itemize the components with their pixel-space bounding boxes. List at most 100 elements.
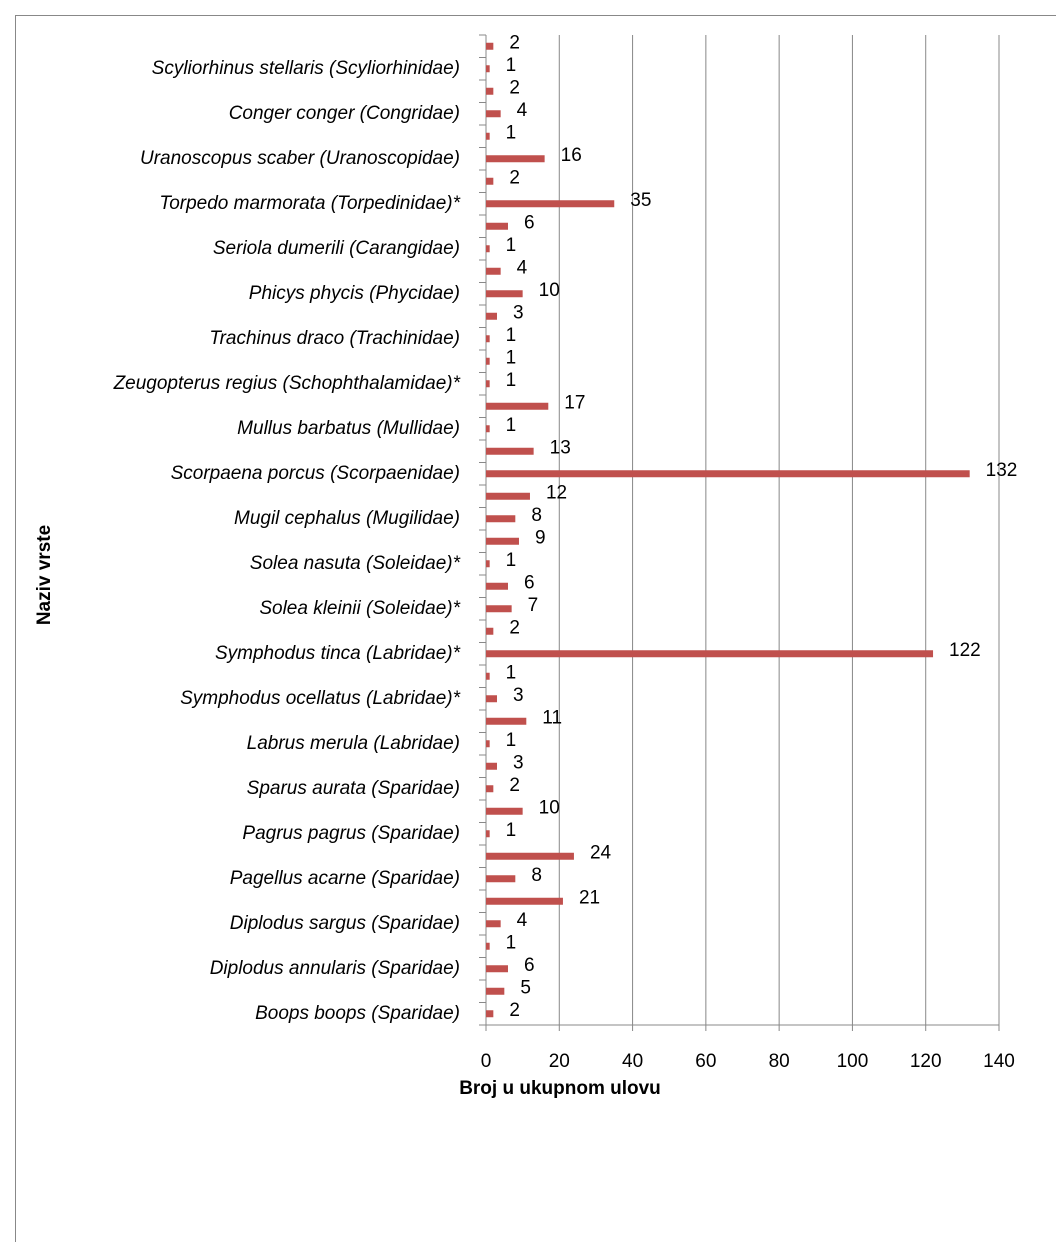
data-label: 6 (524, 212, 535, 233)
x-tick-label: 0 (481, 1051, 492, 1072)
data-label: 6 (524, 955, 535, 976)
data-label: 1 (506, 370, 517, 391)
data-label: 1 (506, 550, 517, 571)
data-label: 3 (513, 752, 524, 773)
bar (486, 830, 490, 837)
data-label: 4 (517, 100, 528, 121)
bar (486, 223, 508, 230)
y-tick-label: Scyliorhinus stellaris (Scyliorhinidae) (152, 58, 460, 79)
x-tick-label: 120 (910, 1051, 942, 1072)
x-tick-label: 100 (837, 1051, 869, 1072)
data-label: 2 (509, 32, 520, 53)
bar (486, 178, 493, 185)
y-tick-label: Scorpaena porcus (Scorpaenidae) (171, 463, 460, 484)
bar (486, 785, 493, 792)
y-tick-label: Diplodus annularis (Sparidae) (210, 958, 460, 979)
data-label: 1 (506, 730, 517, 751)
bar (486, 110, 501, 117)
bar (486, 583, 508, 590)
y-tick-label: Diplodus sargus (Sparidae) (230, 913, 460, 934)
y-tick-label: Solea kleinii (Soleidae)* (259, 598, 460, 619)
bar (486, 740, 490, 747)
bar (486, 628, 493, 635)
bar (486, 133, 490, 140)
data-label: 7 (528, 595, 539, 616)
bar (486, 898, 563, 905)
bar (486, 335, 490, 342)
bar (486, 695, 497, 702)
data-label: 8 (531, 865, 542, 886)
y-tick-label: Boops boops (Sparidae) (255, 1003, 460, 1024)
data-label: 1 (506, 122, 517, 143)
data-label: 4 (517, 910, 528, 931)
data-label: 8 (531, 505, 542, 526)
bar (486, 853, 574, 860)
bar (486, 808, 523, 815)
bar (486, 875, 515, 882)
y-tick-label: Symphodus ocellatus (Labridae)* (180, 688, 460, 709)
data-label: 2 (509, 167, 520, 188)
data-label: 1 (506, 932, 517, 953)
y-tick-label: Conger conger (Congridae) (229, 103, 460, 124)
data-label: 1 (506, 662, 517, 683)
x-tick-label: 80 (769, 1051, 790, 1072)
bar (486, 605, 512, 612)
y-tick-label: Seriola dumerili (Carangidae) (213, 238, 460, 259)
bar (486, 718, 526, 725)
bar (486, 403, 548, 410)
y-tick-label: Solea nasuta (Soleidae)* (250, 553, 461, 574)
bar (486, 448, 534, 455)
bar (486, 650, 933, 657)
bar (486, 358, 490, 365)
data-label: 1 (506, 235, 517, 256)
y-tick-label: Mullus barbatus (Mullidae) (237, 418, 460, 439)
data-label: 10 (539, 280, 560, 301)
x-tick-label: 60 (695, 1051, 716, 1072)
y-axis-label: Naziv vrste (34, 525, 55, 625)
bar (486, 200, 614, 207)
y-tick-label: Torpedo marmorata (Torpedinidae)* (159, 193, 460, 214)
bar (486, 538, 519, 545)
bar (486, 313, 497, 320)
bar (486, 560, 490, 567)
data-label: 21 (579, 887, 600, 908)
bar (486, 988, 504, 995)
data-label: 3 (513, 302, 524, 323)
data-label: 1 (506, 347, 517, 368)
bar (486, 673, 490, 680)
data-label: 122 (949, 640, 981, 661)
bar (486, 515, 515, 522)
data-label: 2 (509, 617, 520, 638)
data-label: 1 (506, 325, 517, 346)
data-label: 4 (517, 257, 528, 278)
y-tick-label: Symphodus tinca (Labridae)* (215, 643, 461, 664)
data-label: 2 (509, 1000, 520, 1021)
data-label: 6 (524, 572, 535, 593)
data-label: 17 (564, 392, 585, 413)
bar (486, 380, 490, 387)
y-tick-label: Pagrus pagrus (Sparidae) (242, 823, 460, 844)
data-label: 10 (539, 797, 560, 818)
y-tick-label: Labrus merula (Labridae) (247, 733, 460, 754)
bar (486, 920, 501, 927)
bar (486, 43, 493, 50)
bar (486, 245, 490, 252)
data-label: 132 (986, 460, 1018, 481)
bar (486, 65, 490, 72)
x-tick-label: 20 (549, 1051, 570, 1072)
y-tick-label: Sparus aurata (Sparidae) (247, 778, 460, 799)
data-label: 1 (506, 820, 517, 841)
y-tick-label: Zeugopterus regius (Schophthalamidae)* (113, 373, 461, 394)
y-tick-label: Uranoscopus scaber (Uranoscopidae) (140, 148, 460, 169)
bar (486, 290, 523, 297)
data-label: 9 (535, 527, 546, 548)
data-label: 2 (509, 775, 520, 796)
x-tick-label: 40 (622, 1051, 643, 1072)
bar (486, 943, 490, 950)
y-tick-label: Mugil cephalus (Mugilidae) (234, 508, 460, 529)
data-label: 13 (550, 437, 571, 458)
y-tick-label: Pagellus acarne (Sparidae) (230, 868, 460, 889)
bar (486, 88, 493, 95)
data-label: 1 (506, 55, 517, 76)
